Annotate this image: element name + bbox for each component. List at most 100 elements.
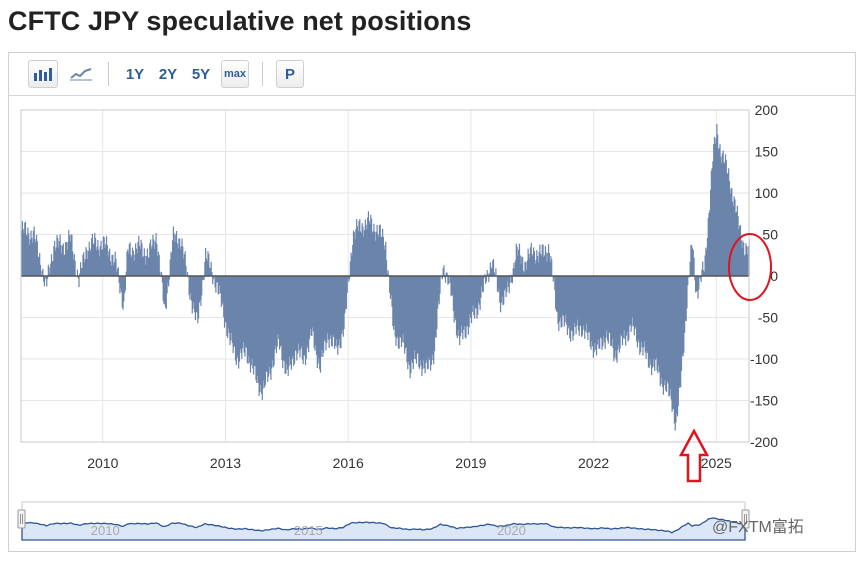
bar-chart-button[interactable] bbox=[28, 60, 58, 88]
bar bbox=[245, 276, 248, 348]
bar bbox=[416, 276, 418, 354]
bar bbox=[332, 276, 334, 335]
bar bbox=[636, 276, 638, 342]
bar bbox=[339, 276, 341, 349]
bar bbox=[340, 276, 342, 349]
bar bbox=[462, 276, 464, 340]
bar bbox=[478, 276, 480, 305]
bar bbox=[408, 276, 410, 366]
bar bbox=[341, 276, 344, 331]
bar bbox=[361, 223, 363, 276]
bar bbox=[120, 276, 123, 293]
range-2y-button[interactable]: 2Y bbox=[158, 65, 178, 83]
bar bbox=[263, 276, 265, 381]
bar bbox=[516, 246, 518, 276]
bar bbox=[426, 276, 429, 370]
bar bbox=[351, 255, 353, 276]
bar bbox=[46, 276, 48, 287]
bar bbox=[216, 276, 218, 283]
bar bbox=[36, 240, 38, 276]
bar bbox=[630, 276, 632, 332]
bar bbox=[353, 232, 355, 276]
bar bbox=[126, 251, 128, 276]
bar bbox=[700, 276, 702, 283]
bar bbox=[98, 256, 101, 276]
bar bbox=[577, 276, 579, 320]
bar bbox=[558, 276, 560, 332]
bar bbox=[28, 233, 30, 276]
bar bbox=[372, 231, 374, 276]
bar bbox=[304, 276, 307, 366]
bar bbox=[390, 276, 392, 296]
bar bbox=[678, 276, 680, 389]
range-max-button[interactable]: max bbox=[221, 60, 249, 88]
bar bbox=[686, 276, 688, 309]
bar bbox=[276, 276, 278, 347]
navigator-handle[interactable] bbox=[741, 509, 750, 529]
bar bbox=[491, 268, 493, 276]
bar bbox=[173, 233, 175, 276]
bar bbox=[151, 245, 153, 276]
range-5y-button[interactable]: 5Y bbox=[191, 65, 211, 83]
bar bbox=[274, 276, 276, 350]
bar bbox=[645, 276, 647, 359]
bar bbox=[144, 255, 146, 276]
bar bbox=[560, 276, 562, 328]
bar bbox=[149, 243, 151, 276]
range-1y-button[interactable]: 1Y bbox=[125, 65, 145, 83]
bar bbox=[91, 238, 93, 276]
bar bbox=[124, 276, 127, 291]
bar bbox=[538, 251, 540, 276]
bar bbox=[411, 276, 414, 364]
bar bbox=[148, 257, 150, 276]
bar bbox=[488, 276, 490, 282]
bar bbox=[24, 221, 27, 276]
bar bbox=[673, 276, 675, 409]
bar bbox=[100, 240, 102, 276]
bar bbox=[713, 137, 716, 276]
y-tick-label: 0 bbox=[770, 268, 778, 284]
bar bbox=[264, 276, 266, 388]
bar bbox=[105, 236, 108, 276]
bar bbox=[205, 258, 208, 276]
bar bbox=[185, 265, 187, 276]
x-tick-label: 2010 bbox=[87, 455, 118, 471]
bar bbox=[374, 231, 376, 276]
bar bbox=[746, 254, 749, 276]
bar bbox=[653, 276, 655, 367]
navigator-handle[interactable] bbox=[17, 509, 26, 529]
bar bbox=[566, 276, 568, 325]
line-chart-button[interactable] bbox=[66, 60, 96, 88]
bar bbox=[205, 247, 207, 276]
bar bbox=[704, 255, 706, 276]
bar bbox=[461, 276, 463, 333]
bar bbox=[435, 276, 437, 338]
bar bbox=[275, 276, 278, 353]
bar bbox=[472, 276, 474, 306]
bar bbox=[289, 276, 292, 365]
bar bbox=[604, 276, 606, 350]
bar bbox=[446, 272, 448, 276]
bar bbox=[134, 254, 136, 276]
bar bbox=[410, 276, 412, 374]
bar bbox=[221, 276, 223, 305]
bar bbox=[79, 273, 81, 276]
navigator[interactable]: 2010 2015 2020 bbox=[17, 501, 750, 541]
navigator-series bbox=[21, 517, 746, 541]
bar bbox=[94, 232, 96, 276]
print-button[interactable]: P bbox=[276, 60, 304, 88]
bar bbox=[84, 259, 86, 276]
bar bbox=[231, 276, 233, 333]
bar bbox=[452, 276, 454, 295]
bar bbox=[507, 276, 509, 282]
bar bbox=[444, 276, 447, 283]
bar bbox=[184, 251, 186, 276]
bar bbox=[306, 276, 308, 346]
bar bbox=[33, 226, 35, 276]
bar bbox=[576, 276, 578, 326]
bar bbox=[103, 237, 105, 276]
bar bbox=[603, 276, 606, 343]
bar bbox=[555, 276, 558, 312]
bar bbox=[64, 254, 66, 276]
bar bbox=[450, 276, 452, 297]
